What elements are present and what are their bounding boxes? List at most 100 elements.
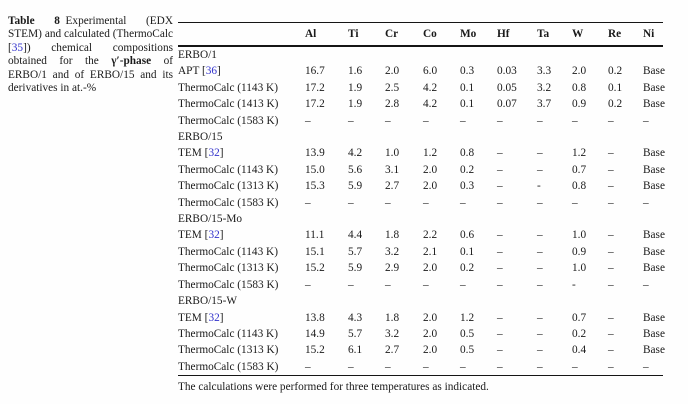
cell-re: – [608,360,614,373]
cell-ni: – [643,278,649,291]
cell-hf: – [497,163,503,176]
row-reference-link[interactable]: 32 [208,229,220,242]
cell-mo: 0.5 [460,327,475,340]
cell-ni: Base [643,344,665,357]
row-reference-link[interactable]: 32 [208,311,220,324]
cell-ti: 5.7 [348,327,363,340]
cell-w: 1.2 [572,147,587,160]
cell-ti: – [348,114,354,127]
cell-al: 11.1 [305,229,325,242]
cell-ta: – [537,278,543,291]
cell-co: 4.2 [423,81,438,94]
cell-cr: 2.5 [385,81,400,94]
cell-co: 2.0 [423,262,438,275]
cell-ta: 3.3 [537,65,552,78]
cell-al: 14.9 [305,327,325,340]
column-header-ni: Ni [643,22,663,47]
cell-ta: – [537,196,543,209]
cell-re: – [608,196,614,209]
cell-hf: – [497,262,503,275]
column-header-re: Re [608,22,643,47]
cell-mo: – [460,114,466,127]
row-reference-link[interactable]: 32 [208,147,220,160]
column-header-al: Al [305,22,348,47]
row-label: TEM [32] [178,311,224,324]
cell-co: 2.1 [423,245,438,258]
caption-text-segment: γ′-phase [111,55,152,68]
cell-ti: 5.7 [348,245,363,258]
row-label: ThermoCalc (1143 K) [178,327,278,340]
table-row: ThermoCalc (1313 K) 15.2 6.1 2.7 2.0 0.5 – – 0.4… [178,342,665,358]
cell-w: - [572,278,576,291]
table-row: ThermoCalc (1583 K) – – – – – – – – – – [178,359,663,376]
cell-re: – [608,344,614,357]
column-header-hf: Hf [497,22,537,47]
cell-w: 2.0 [572,65,587,78]
group-label: ERBO/1 [178,49,217,61]
caption-reference-link[interactable]: 35 [11,41,24,54]
cell-ta: – [537,360,543,373]
cell-al: 17.2 [305,81,325,94]
cell-re: – [608,147,614,160]
cell-ta: – [537,327,543,340]
cell-w: 0.7 [572,311,587,324]
caption-text-segment: of ERBO/1 and of ERBO/15 and its derivat… [8,55,173,95]
cell-al: – [305,360,311,373]
cell-ti: – [348,278,354,291]
cell-al: – [305,196,311,209]
cell-ta: – [537,245,543,258]
group-label: ERBO/15-W [178,295,237,308]
cell-co: 2.0 [423,163,438,176]
cell-al: 16.7 [305,65,325,78]
table-row: ThermoCalc (1143 K) 15.0 5.6 3.1 2.0 0.2 – – 0.7… [178,162,665,178]
cell-ti: 4.4 [348,229,363,242]
cell-mo: 1.2 [460,311,475,324]
cell-ni: Base [643,98,665,111]
cell-hf: 0.07 [497,98,517,111]
cell-ti: 1.9 [348,81,363,94]
column-header-cr: Cr [385,22,423,47]
cell-w: – [572,360,578,373]
cell-w: 0.9 [572,98,587,111]
cell-ti: 4.3 [348,311,363,324]
row-label: ThermoCalc (1583 K) [178,196,279,209]
cell-ti: 1.9 [348,98,363,111]
cell-ni: – [643,360,649,373]
cell-ta: – [537,114,543,127]
row-label: ThermoCalc (1313 K) [178,180,279,193]
table-header: Al Ti Cr Co Mo Hf Ta W Re Ni [178,22,663,47]
cell-re: 0.1 [608,81,623,94]
cell-ta: - [537,180,541,193]
cell-al: 15.1 [305,245,325,258]
cell-cr: 2.9 [385,262,400,275]
cell-hf: – [497,196,503,209]
cell-mo: 0.1 [460,81,475,94]
cell-cr: 2.8 [385,98,400,111]
cell-w: – [572,196,578,209]
table-row: TEM [32] 13.9 4.2 1.0 1.2 0.8 – – 1.2 – Base [178,145,665,161]
caption-text-segment: ]) chemical compositions obtained for th… [8,41,173,68]
cell-w: 1.0 [572,262,587,275]
cell-mo: – [460,196,466,209]
column-header-co: Co [423,22,460,47]
row-label: APT [36] [178,65,221,78]
header-row: Al Ti Cr Co Mo Hf Ta W Re Ni [178,22,663,47]
cell-cr: 1.8 [385,229,400,242]
cell-co: 2.2 [423,229,438,242]
row-label: ThermoCalc (1583 K) [178,360,279,373]
cell-re: – [608,180,614,193]
cell-co: 2.0 [423,180,438,193]
cell-re: 0.2 [608,98,623,111]
cell-mo: – [460,278,466,291]
cell-mo: 0.1 [460,98,475,111]
cell-mo: 0.2 [460,262,475,275]
row-reference-link[interactable]: 36 [205,65,218,78]
cell-co: – [423,278,429,291]
cell-hf: – [497,311,503,324]
cell-hf: – [497,278,503,291]
table-row: APT [36] 16.7 1.6 2.0 6.0 0.3 0.03 3.3 2.0 0.2 Bas… [178,63,665,79]
cell-cr: – [385,114,391,127]
cell-ti: – [348,360,354,373]
cell-ni: Base [643,327,665,340]
